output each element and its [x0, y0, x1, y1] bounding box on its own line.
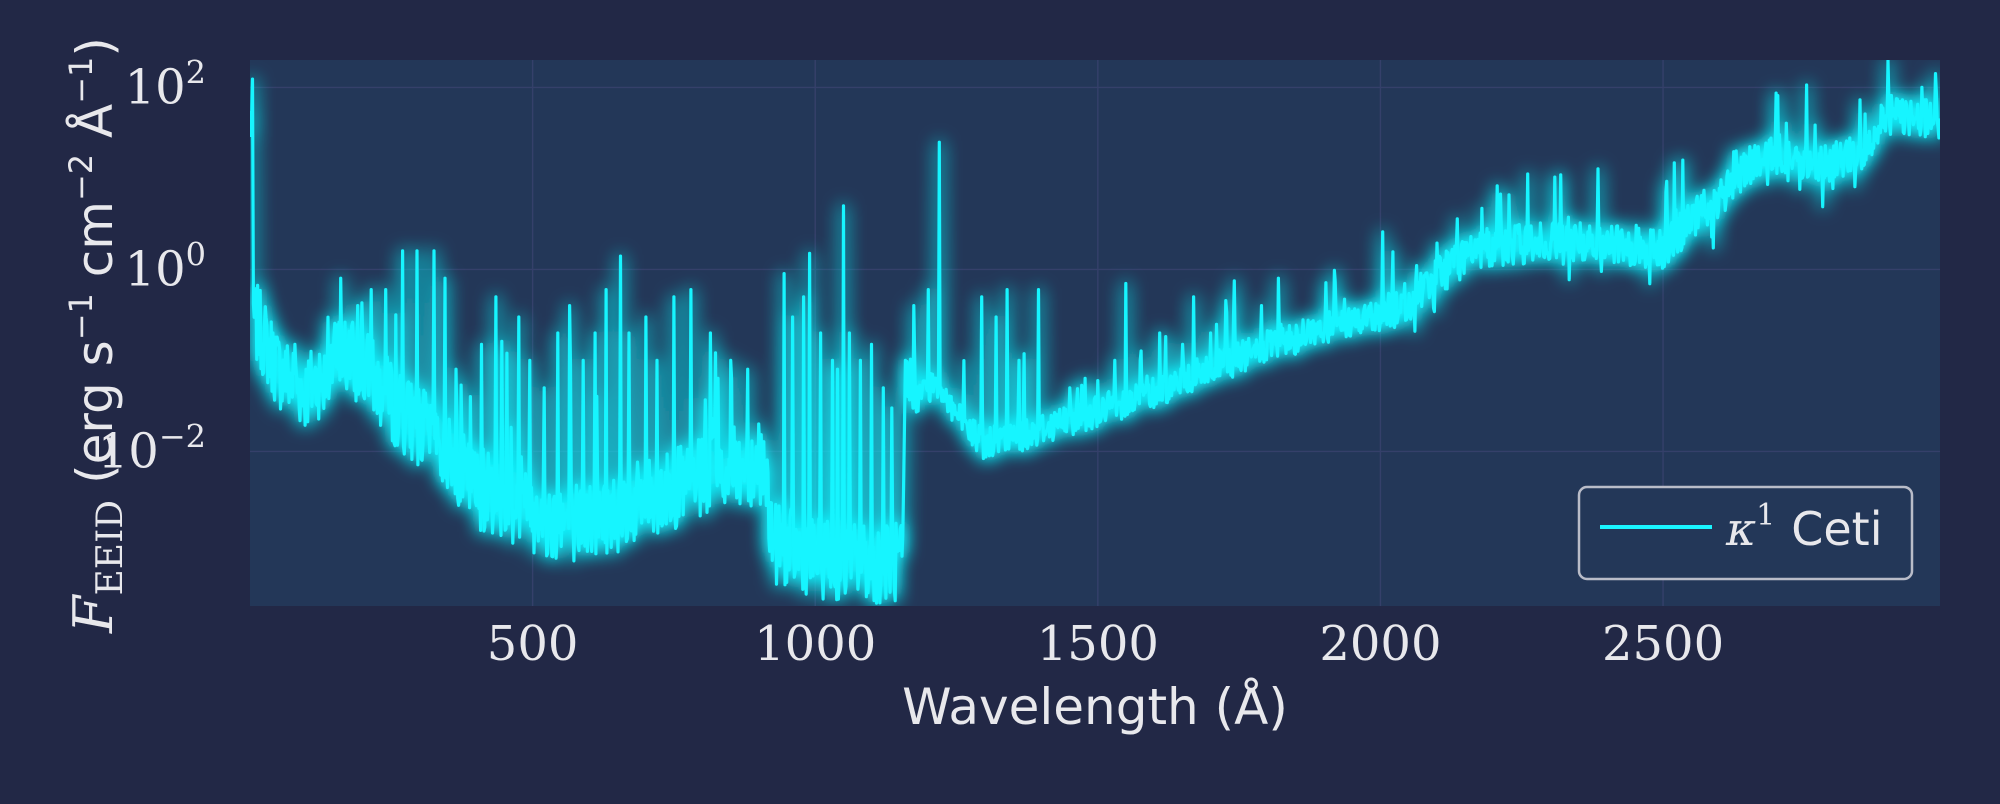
x-tick-label: 2000 [1319, 616, 1441, 672]
y-axis-units: (erg s [66, 340, 124, 500]
y-axis-units-mid2: Å [66, 104, 124, 154]
legend-star-name: Ceti [1791, 502, 1882, 556]
y-tick-label: 10−2 [98, 417, 206, 479]
y-axis-units-end: ) [66, 37, 124, 57]
legend-kappa-sup: 1 [1756, 498, 1775, 533]
y-axis-units-exp3: −1 [62, 57, 100, 104]
x-tick-label: 2500 [1602, 616, 1724, 672]
x-tick-label: 500 [487, 616, 579, 672]
y-tick-label: 102 [125, 53, 206, 115]
y-axis-ticks: 102 100 10−2 [98, 53, 206, 479]
x-tick-label: 1500 [1037, 616, 1159, 672]
y-axis-units-mid: cm [66, 201, 124, 293]
series-group [250, 60, 1940, 605]
legend-kappa: κ [1725, 502, 1756, 556]
legend-entry-label: κ1 Ceti [1725, 498, 1883, 556]
y-axis-units-exp1: −1 [62, 293, 100, 340]
spectrum-line [250, 60, 1940, 605]
legend: κ1 Ceti [1577, 485, 1914, 581]
y-axis-subscript: EEID [90, 500, 131, 596]
x-tick-label: 1000 [754, 616, 876, 672]
legend-box [1577, 485, 1914, 581]
y-axis-units-exp2: −2 [62, 154, 100, 201]
x-axis-ticks: 500 1000 1500 2000 2500 [487, 616, 1724, 672]
y-tick-label: 100 [125, 235, 206, 297]
y-axis-label: FEEID (erg s−1 cm−2 Å−1) [62, 37, 131, 634]
x-axis-label: Wavelength (Å) [902, 678, 1288, 736]
y-axis-symbol: F [62, 593, 125, 634]
